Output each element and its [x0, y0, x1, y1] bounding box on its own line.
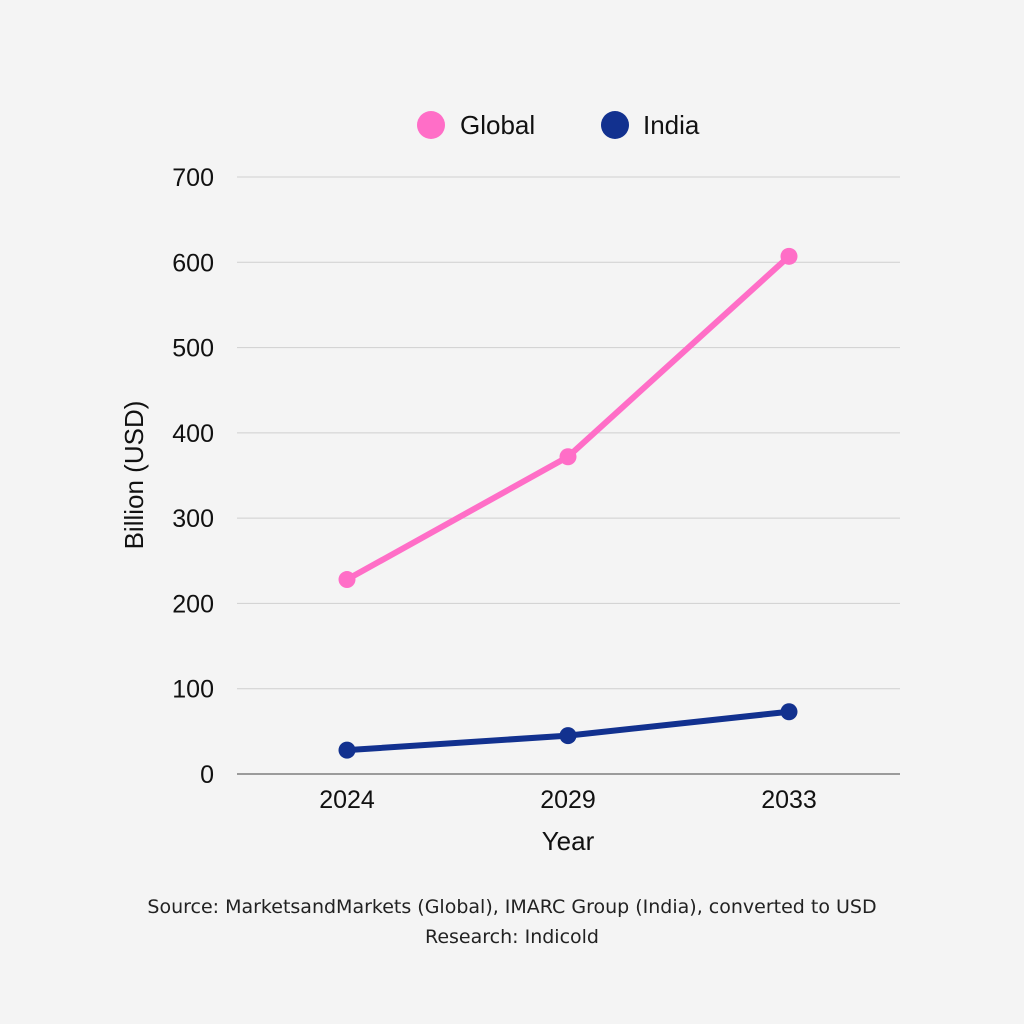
y-axis-title: Billion (USD) [119, 401, 149, 550]
y-tick-label: 300 [172, 505, 214, 533]
series-line-global [344, 253, 792, 583]
series-layer [338, 247, 798, 759]
y-tick-label: 600 [172, 249, 214, 277]
x-tick-label: 2029 [540, 786, 596, 814]
y-tick-label: 500 [172, 335, 214, 363]
x-tick-label: 2024 [319, 786, 375, 814]
y-tick-label: 200 [172, 590, 214, 618]
source-note: Source: MarketsandMarkets (Global), IMAR… [147, 896, 877, 918]
x-tick-label: 2033 [761, 786, 817, 814]
data-point-india [338, 741, 356, 759]
x-axis-ticks: 2024 2029 2033 [319, 786, 817, 814]
y-tick-label: 100 [172, 676, 214, 704]
legend-swatch-india [601, 111, 629, 139]
x-axis-title: Year [542, 826, 595, 856]
y-tick-label: 0 [200, 761, 214, 789]
research-credit: Research: Indicold [425, 926, 599, 948]
y-tick-label: 700 [172, 164, 214, 192]
data-point-india [780, 703, 798, 721]
data-point-global [338, 571, 356, 589]
legend: Global India [417, 110, 700, 140]
data-point-global [559, 448, 577, 466]
gridlines [237, 176, 900, 775]
legend-swatch-global [417, 111, 445, 139]
y-axis-ticks: 0 100 200 300 400 500 600 700 [172, 164, 214, 789]
data-point-india [559, 727, 577, 745]
y-tick-label: 400 [172, 420, 214, 448]
legend-label-global: Global [460, 110, 535, 140]
data-point-global [780, 247, 798, 265]
legend-label-india: India [643, 110, 700, 140]
